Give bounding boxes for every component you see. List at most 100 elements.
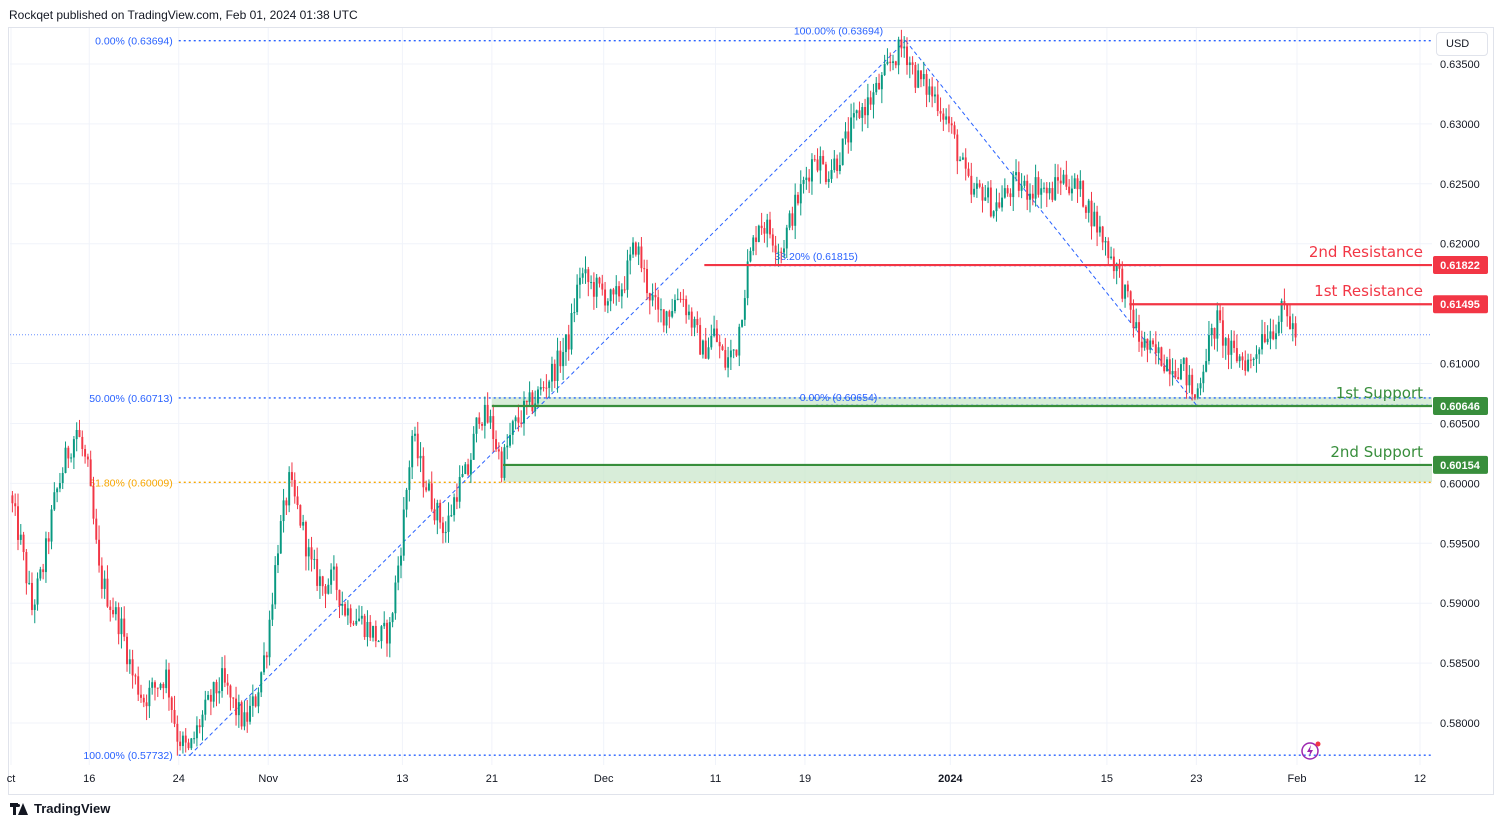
x-tick-label: 2024 [938,773,963,785]
candle-down [939,111,942,114]
candle-down [17,506,19,540]
fib-level-label: 0.00% (0.63694) [95,36,173,48]
candle-down [1045,187,1048,194]
candle-down [1138,322,1141,342]
brand-name: TradingView [34,801,111,816]
candle-up [660,309,662,311]
candle-up [388,622,391,644]
candle-up [785,227,788,249]
lightning-bolt [1307,745,1313,757]
x-tick-label: ct [7,773,16,785]
candle-down [321,576,324,587]
candle-down [1146,338,1149,350]
candle-up [1054,177,1057,200]
price-chart[interactable]: 0.63500 0.63000 0.62500 0.62000 0.61000 0.605… [0,0,1502,800]
candle-up [249,705,252,722]
candle-up [268,619,271,658]
tradingview-logo-icon [10,802,28,815]
currency-button[interactable]: USD [1436,32,1488,56]
candle-up [302,522,305,526]
candle-down [137,676,140,695]
candle-up [39,569,42,579]
candle-down [679,298,682,300]
tradingview-brand[interactable]: TradingView [10,801,110,816]
candle-up [802,179,805,185]
candle-up [850,117,853,143]
candle-down [878,82,881,90]
candle-up [838,165,841,172]
candle-down [942,113,945,120]
candle-down [1051,188,1054,200]
candle-down [81,436,84,450]
candle-down [634,242,637,255]
candle-up [1182,357,1185,365]
candle-up [391,613,394,623]
candle-up [1210,327,1213,336]
candle-down [950,123,953,126]
candle-up [72,439,75,458]
candle-up [548,381,551,388]
candle-down [592,282,595,297]
publish-header: Rockqet published on TradingView.com, Fe… [9,8,358,22]
candle-up [1179,364,1182,380]
candle-down [662,309,665,326]
candle-down [553,363,556,381]
candle-up [1171,371,1174,375]
candle-down [813,159,816,161]
candle-down [187,742,190,749]
candle-up [805,177,808,180]
candle-down [931,86,934,97]
candle-down [978,183,981,187]
candle-down [1059,180,1062,184]
candle-down [1286,304,1289,317]
candle-down [1235,348,1238,362]
resistance-label: 1st Resistance [1314,282,1423,300]
candle-down [285,500,288,506]
candle-up [713,328,716,336]
candle-up [573,312,576,314]
candle-down [1227,338,1230,355]
candle-up [1012,175,1015,198]
candle-up [36,578,39,605]
candle-up [1135,322,1138,329]
candle-up [408,467,411,490]
candle-up [341,603,344,606]
candle-down [1084,206,1087,213]
candle-up [1275,333,1278,340]
candle-down [654,294,657,298]
candle-up [274,565,277,605]
candle-down [1191,374,1194,395]
candle-up [676,298,679,300]
candle-up [201,714,204,728]
candle-up [590,282,593,284]
candle-down [1096,211,1099,233]
candle-up [534,403,537,412]
candle-down [344,603,347,616]
candle-down [601,283,604,290]
candle-up [64,447,67,474]
candle-up [1001,197,1004,208]
candle-down [643,268,646,270]
candle-down [441,522,444,534]
candle-up [346,608,349,616]
candle-up [992,211,995,217]
candle-down [142,697,145,703]
candle-up [453,497,456,516]
y-tick-label: 0.58000 [1440,718,1480,730]
candle-up [872,92,875,105]
candle-down [531,392,534,412]
candle-up [959,159,962,162]
candle-down [235,698,238,716]
chart-area[interactable] [8,27,1494,795]
candle-up [1202,371,1205,384]
candle-down [1289,316,1291,330]
candle-down [900,39,903,49]
candle-up [279,521,282,554]
candle-up [1224,338,1227,346]
candle-up [288,472,291,506]
candle-up [237,702,240,716]
candle-up [114,607,117,615]
candle-up [550,363,553,382]
candle-up [1291,323,1294,330]
candle-up [1261,334,1264,350]
